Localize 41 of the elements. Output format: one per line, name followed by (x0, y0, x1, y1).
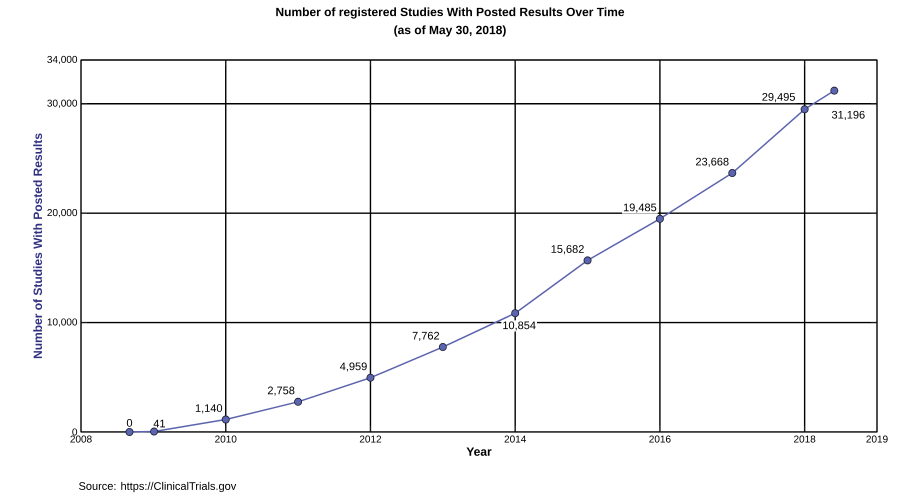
y-tick-label: 10,000 (48, 318, 78, 327)
y-tick-label: 34,000 (47, 56, 78, 64)
data-label: 15,682 (552, 245, 584, 254)
point (656, 214, 664, 223)
point (830, 86, 838, 95)
y-tick-label: 0 (72, 428, 78, 436)
point (366, 374, 374, 382)
data-label: 2,758 (268, 386, 294, 396)
data-label: 31,196 (832, 110, 865, 120)
point (294, 398, 302, 406)
x-tick-label: 2018 (794, 436, 816, 443)
x-tick-label: 2010 (215, 436, 236, 443)
point (125, 428, 134, 436)
point (728, 169, 736, 178)
x-tick-label: 2012 (360, 436, 382, 443)
data-label: 7,762 (412, 332, 440, 341)
data-label: 41 (154, 420, 165, 428)
data-label: 4,959 (340, 362, 367, 372)
y-axis-title: Number of Studies With Posted Results (33, 134, 42, 358)
data-label: 1,140 (196, 404, 222, 414)
chart-title: Number of registered Studies With Posted Results Over Time (276, 7, 624, 19)
y-tick-label: 30,000 (47, 100, 78, 108)
data-label: 29,495 (762, 93, 795, 102)
source-note: Source: https://ClinicalTrials.gov (79, 482, 236, 492)
x-tick-label: 2016 (649, 436, 671, 443)
x-tick-label: 2008 (70, 436, 92, 443)
point (800, 105, 809, 114)
y-tick-label: 20,000 (47, 209, 78, 218)
point (511, 309, 520, 318)
chart-subtitle: (as of May 30, 2018) (394, 25, 506, 37)
data-label: 23,668 (696, 158, 729, 167)
x-tick-label: 2014 (504, 436, 526, 443)
point (222, 416, 230, 424)
x-tick-label: 2019 (866, 436, 888, 443)
point (584, 256, 592, 264)
data-label: 19,485 (624, 204, 656, 213)
data-label: 0 (126, 419, 132, 427)
x-axis-title: Year (466, 447, 492, 456)
point (438, 343, 447, 352)
point (150, 428, 158, 436)
data-label: 10,854 (503, 321, 536, 331)
